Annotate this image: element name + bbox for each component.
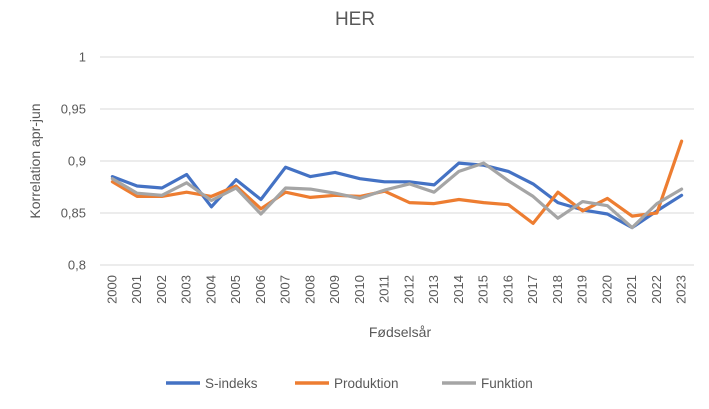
x-tick-label: 2022 [649,275,664,304]
x-tick-label: 2007 [278,275,293,304]
x-tick-label: 2003 [179,275,194,304]
series-lines [110,139,684,230]
x-tick-label: 2010 [352,275,367,304]
x-tick-label: 2013 [426,275,441,304]
y-axis-label: Korrelation apr-jun [27,103,43,218]
y-tick-label: 0,85 [61,206,86,221]
x-tick-label: 2015 [476,275,491,304]
legend: S-indeks Produktion Funktion [166,376,533,391]
y-tick-label: 0,95 [61,102,86,117]
x-tick-label: 2019 [575,275,590,304]
x-tick-label: 2023 [674,275,689,304]
gridlines [100,56,694,266]
x-tick-label: 2020 [599,275,614,304]
x-axis-label: Fødselsår [369,324,432,340]
y-tick-label: 1 [79,50,86,65]
x-tick-label: 2002 [154,275,169,304]
x-tick-label: 2012 [401,275,416,304]
chart-title: HER [335,9,375,30]
legend-label: Produktion [334,376,399,391]
x-tick-label: 2021 [624,275,639,304]
y-axis-ticks: 0,8 0,85 0,9 0,95 1 [61,50,86,273]
x-tick-label: 2004 [203,275,218,304]
legend-label: Funktion [481,376,533,391]
series-line-funktion [110,161,684,230]
x-axis-ticks: 2000 2001 2002 2003 2004 2005 2006 2007 2008 2009… [104,275,688,304]
legend-label: S-indeks [205,376,258,391]
x-tick-label: 2017 [525,275,540,304]
x-tick-label: 2008 [302,275,317,304]
x-tick-label: 2014 [451,275,466,304]
x-tick-label: 2011 [377,275,392,303]
x-tick-label: 2000 [104,275,119,304]
x-tick-label: 2005 [228,275,243,304]
x-tick-label: 2001 [129,275,144,304]
x-tick-label: 2006 [253,275,268,304]
x-tick-label: 2016 [500,275,515,304]
x-tick-label: 2018 [550,275,565,304]
y-tick-label: 0,9 [68,154,86,169]
x-tick-label: 2009 [327,275,342,304]
y-tick-label: 0,8 [68,258,86,273]
